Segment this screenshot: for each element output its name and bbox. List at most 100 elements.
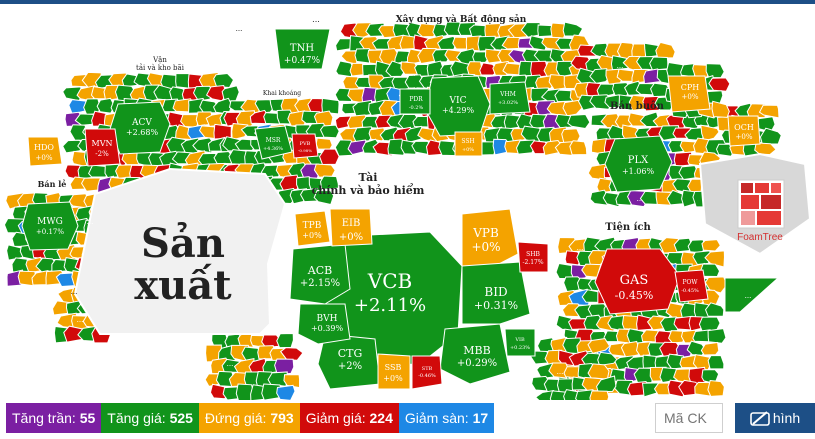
mosaic-cell[interactable] [589,390,610,400]
mosaic-cell[interactable] [758,104,780,119]
cell-right-bottom[interactable] [724,277,780,313]
ticker-ctg-change: +2% [338,361,362,372]
cell-ctg[interactable] [317,333,381,390]
ticker-vib-code: VIB [514,337,525,343]
legend-giam-gia[interactable]: Giảm giá: 224 [299,403,399,433]
legend-tang-gia[interactable]: Tăng giá: 525 [101,403,199,433]
mosaic-cell[interactable] [62,139,85,154]
cell-hdo[interactable] [27,136,63,167]
mosaic-cell[interactable] [708,77,731,92]
cluster-van-tai[interactable]: ACV +2.68% MVN -2% [84,101,171,167]
group-label-san-xuat-2: xuất [134,262,232,309]
mosaic-cell[interactable] [707,379,725,397]
cell-ssb[interactable] [377,353,411,390]
mosaic-cell[interactable] [347,139,367,156]
mosaic-cell[interactable] [655,41,676,59]
mosaic-cell[interactable] [711,100,730,118]
mosaic-cell[interactable] [17,270,37,287]
cluster-xay-dung[interactable]: VIC +4.29% VHM +3.02% PDR -0.2% SSH +0% [399,75,531,157]
mosaic-cell[interactable] [274,358,295,376]
cell-shb[interactable] [517,241,549,273]
mosaic-cell[interactable] [554,141,575,156]
mosaic-cell[interactable] [704,302,725,317]
cell-pdr[interactable] [399,88,431,115]
mosaic-cell[interactable] [597,351,618,367]
legend-giam-san[interactable]: Giảm sàn: 17 [398,403,495,433]
mosaic-cell[interactable] [569,140,588,156]
ticker-eib-change: +0% [339,232,363,243]
stock-code-input[interactable] [655,403,723,433]
mosaic-cell[interactable] [589,189,611,206]
cell-pow[interactable] [674,269,709,303]
mosaic-cell[interactable] [283,374,301,389]
cell-mvn[interactable] [84,128,121,167]
mosaic-cell[interactable] [707,355,725,370]
cell-bvh[interactable] [297,303,351,345]
mosaic-cell[interactable] [437,35,458,50]
cell-och[interactable] [727,115,761,147]
mosaic-cell[interactable] [352,126,374,143]
ticker-pdr-change: -0.2% [409,105,424,111]
mosaic-cell[interactable] [642,95,662,112]
mosaic-cell[interactable] [315,137,333,150]
mosaic-cell[interactable] [562,21,584,37]
cell-vpb[interactable] [461,208,519,267]
ticker-tnh-change: +0.47% [284,56,321,66]
mosaic-cell[interactable] [548,362,570,379]
ellipsis-2: ... [409,70,416,78]
mosaic-cell[interactable] [705,63,725,79]
mosaic-cell[interactable] [707,328,727,344]
mosaic-cell[interactable] [686,340,707,356]
mosaic-cell[interactable] [567,114,591,129]
mosaic-cell[interactable] [515,139,535,155]
cell-gas[interactable] [594,248,681,315]
mosaic-cell[interactable] [313,190,335,206]
mosaic-cell[interactable] [704,250,725,268]
mosaic-cell[interactable] [319,124,340,139]
mosaic-cell[interactable] [334,139,355,157]
mosaic-cell[interactable] [279,174,301,192]
cell-stb[interactable] [411,355,443,390]
cell-cph[interactable] [667,75,711,113]
cell-pvb[interactable] [291,133,319,159]
image-button[interactable]: hình [735,403,815,433]
cell-tpb[interactable] [294,210,331,247]
mosaic-cell[interactable] [321,97,340,115]
mosaic-cell[interactable] [313,163,336,178]
group-label-tien-ich: Tiện ích [605,222,651,233]
mosaic-cell[interactable] [587,338,611,354]
ticker-msr-change: +4.36% [263,146,283,152]
cell-bid[interactable] [461,261,531,325]
cell-mwg[interactable] [21,201,79,251]
cell-vhm[interactable] [489,81,531,115]
region-san-xuat[interactable] [73,167,287,335]
cell-ssh[interactable] [454,131,483,157]
heatmap-foamtree[interactable]: Sản xuất Tài chính và bảo hiểm VCB +2.11… [0,4,815,400]
mosaic-cell[interactable] [276,384,296,400]
legend-label: Giảm giá: [305,410,366,426]
mosaic-cell[interactable] [596,375,617,393]
mosaic-cell[interactable] [700,341,720,356]
cluster-tai-chinh[interactable]: VCB +2.11% VPB +0% BID +0.31% MBB +0.29%… [289,208,549,390]
mosaic-cell[interactable] [649,56,669,71]
mosaic-cell[interactable] [759,127,782,145]
cell-plx[interactable] [604,135,673,193]
legend-dung-gia[interactable]: Đứng giá: 793 [198,403,300,433]
mosaic-cell[interactable] [279,347,304,361]
mosaic-cell[interactable] [235,383,255,400]
mosaic-cell[interactable] [319,175,339,191]
mosaic-cell[interactable] [754,142,777,156]
mosaic-cell[interactable] [96,97,116,114]
mosaic-cell[interactable] [589,68,610,84]
cluster-khai-khoang[interactable]: MSR +4.36% PVB -0.98% [254,125,319,160]
mosaic-cell[interactable] [318,148,340,165]
mosaic-cell[interactable] [276,332,294,349]
legend-tang-tran[interactable]: Tăng trần: 55 [6,403,102,433]
cell-tnh[interactable] [274,28,331,70]
mosaic-cell[interactable] [700,124,720,142]
mosaic-cell[interactable] [701,239,721,252]
cell-eib[interactable] [329,208,373,247]
cell-msr[interactable] [254,125,293,160]
group-label-xay-dung: Xây dựng và Bất động sản [396,13,527,25]
cell-vib[interactable] [504,328,536,357]
